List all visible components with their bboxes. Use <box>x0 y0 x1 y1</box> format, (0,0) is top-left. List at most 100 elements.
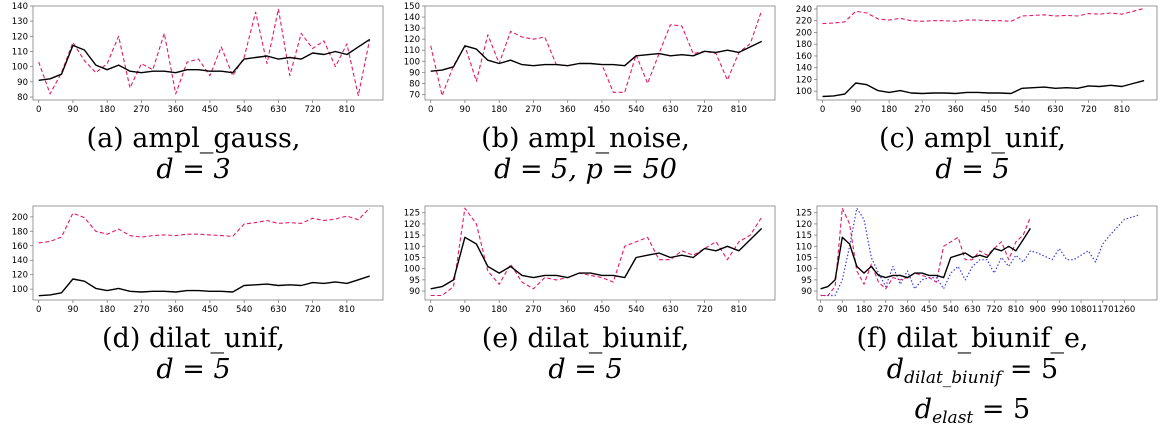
panel-f: 0 90 180 270 360 450 540 630 720 810 900 990 1080 117… <box>784 200 1161 435</box>
transformed-series <box>820 207 1031 297</box>
chart-a: 0 90 180 270 360 450 540 630 720 810 80 90 100 110 120… <box>12 2 384 115</box>
x-tick-label: 270 <box>133 305 149 315</box>
y-tick-label: 95 <box>409 276 420 286</box>
x-tick-label: 900 <box>1030 305 1046 315</box>
x-tick-label: 0 <box>820 105 825 115</box>
x-tick-label: 810 <box>731 105 747 115</box>
plot-frame <box>32 5 384 101</box>
y-tick-label: 240 <box>796 5 812 15</box>
caption-b-line2: d = 5, p = 50 <box>494 154 677 185</box>
x-tick-label: 630 <box>1047 105 1063 115</box>
transformed-series <box>38 8 371 97</box>
x-tick-label: 720 <box>305 305 321 315</box>
x-tick-label: 540 <box>1014 105 1030 115</box>
y-tick-label: 120 <box>12 32 28 42</box>
y-tick-label: 90 <box>409 287 420 297</box>
y-tick-label: 150 <box>404 2 420 12</box>
y-tick-label: 200 <box>796 28 812 38</box>
x-tick-label: 450 <box>981 105 997 115</box>
reference-series <box>430 40 763 72</box>
caption-c-line1: (c) ampl_unif, <box>879 123 1066 154</box>
caption-f-line3: delast = 5 <box>784 394 1161 434</box>
caption-f-line2-sub: dilat_biunif <box>904 368 1002 388</box>
x-tick-label: 0 <box>818 305 823 315</box>
transformed-series <box>822 7 1145 25</box>
caption-f-line1: (f) dilat_biunif_e, <box>856 323 1089 354</box>
y-tick-label: 120 <box>404 35 420 45</box>
x-tick-label: 450 <box>921 305 937 315</box>
x-tick-label: 540 <box>236 105 252 115</box>
x-tick-label: 360 <box>168 305 184 315</box>
y-tick-label: 90 <box>801 287 812 297</box>
x-tick-label: 360 <box>947 105 963 115</box>
x-tick-label: 540 <box>943 305 959 315</box>
y-tick-label: 140 <box>796 64 812 74</box>
caption-e-line2: d = 5 <box>548 354 623 385</box>
x-tick-label: 990 <box>1051 305 1067 315</box>
elastic-series <box>820 207 1140 297</box>
y-tick-label: 180 <box>796 40 812 50</box>
x-tick-label: 180 <box>856 305 872 315</box>
x-tick-label: 1170 <box>1092 305 1114 315</box>
caption-f-line3-rest: = 5 <box>973 394 1031 425</box>
x-tick-label: 540 <box>628 305 644 315</box>
y-tick-label: 200 <box>12 213 28 223</box>
panel-c: 0 90 180 270 360 450 540 630 720 810 100 120 140 160 1… <box>784 0 1161 186</box>
chart-b: 0 90 180 270 360 450 540 630 720 8107080901001101… <box>404 2 776 115</box>
x-tick-label: 0 <box>36 105 41 115</box>
y-tick-label: 90 <box>409 68 420 78</box>
reference-series <box>820 228 1031 290</box>
x-tick-label: 1080 <box>1070 305 1092 315</box>
x-tick-label: 1260 <box>1114 305 1136 315</box>
x-tick-label: 90 <box>460 105 471 115</box>
caption-a: (a) ampl_gauss, d = 3 <box>0 123 387 185</box>
x-tick-label: 270 <box>914 105 930 115</box>
y-tick-label: 140 <box>404 13 420 23</box>
transformed-series <box>38 207 371 244</box>
x-tick-label: 450 <box>594 105 610 115</box>
y-tick-label: 110 <box>796 242 812 252</box>
y-tick-label: 120 <box>796 220 812 230</box>
panel-d: 0 90 180 270 360 450 540 630 720 810 100 120 140 160 1… <box>0 200 387 435</box>
x-tick-label: 630 <box>270 105 286 115</box>
x-tick-label: 720 <box>697 305 713 315</box>
x-tick-label: 720 <box>1081 105 1097 115</box>
x-tick-label: 720 <box>986 305 1002 315</box>
caption-f: (f) dilat_biunif_e, ddilat_biunif = 5 de… <box>784 323 1161 434</box>
x-tick-label: 360 <box>168 105 184 115</box>
y-tick-label: 115 <box>796 231 812 241</box>
reference-series <box>822 79 1145 98</box>
plot-frame <box>424 205 776 301</box>
caption-f-line2: ddilat_biunif = 5 <box>784 354 1161 394</box>
y-tick-label: 100 <box>12 285 28 295</box>
y-tick-label: 125 <box>404 209 420 219</box>
y-tick-label: 220 <box>796 17 812 27</box>
x-tick-label: 630 <box>270 305 286 315</box>
x-tick-label: 0 <box>428 305 433 315</box>
caption-f-line3-sub: elast <box>932 408 974 428</box>
x-tick-label: 810 <box>1114 105 1130 115</box>
x-tick-label: 180 <box>491 305 507 315</box>
x-tick-label: 180 <box>99 105 115 115</box>
x-tick-label: 270 <box>133 105 149 115</box>
y-tick-label: 180 <box>12 227 28 237</box>
x-tick-label: 810 <box>1008 305 1024 315</box>
y-tick-label: 80 <box>17 93 28 103</box>
x-tick-label: 90 <box>68 105 79 115</box>
transformed-series <box>430 10 763 97</box>
x-tick-label: 450 <box>202 105 218 115</box>
y-tick-label: 130 <box>12 17 28 27</box>
x-tick-label: 180 <box>99 305 115 315</box>
x-tick-label: 270 <box>878 305 894 315</box>
x-tick-label: 90 <box>837 305 848 315</box>
y-tick-label: 125 <box>796 209 812 219</box>
y-tick-label: 120 <box>404 220 420 230</box>
y-tick-label: 90 <box>17 78 28 88</box>
y-tick-label: 140 <box>12 256 28 266</box>
y-tick-label: 140 <box>12 2 28 12</box>
y-tick-label: 100 <box>404 265 420 275</box>
caption-c-line2: d = 5 <box>935 154 1010 185</box>
y-tick-label: 120 <box>12 271 28 281</box>
caption-d: (d) dilat_unif, d = 5 <box>0 323 387 385</box>
y-tick-label: 115 <box>404 231 420 241</box>
